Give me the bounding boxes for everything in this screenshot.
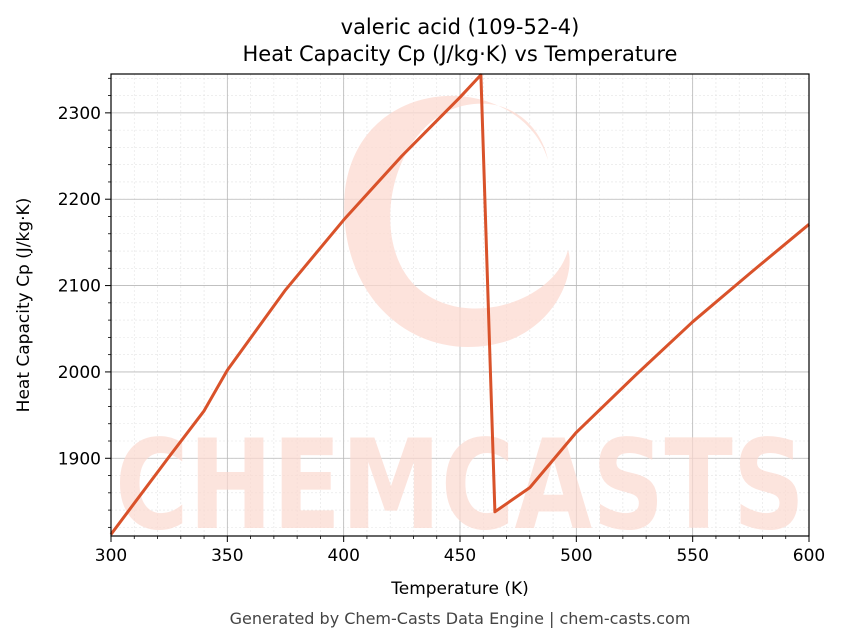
y-tick-label: 2100 (58, 277, 101, 297)
x-axis-label: Temperature (K) (390, 579, 529, 599)
x-axis: 300 350 400 450 500 550 600 (95, 536, 825, 566)
y-tick-label: 1900 (58, 449, 101, 469)
y-axis: 1900 2000 2100 2200 2300 (58, 77, 111, 528)
x-tick-label: 350 (211, 546, 243, 566)
y-axis-label: Heat Capacity Cp (J/kg·K) (14, 198, 34, 413)
chart-title-group: valeric acid (109-52-4) Heat Capacity Cp… (243, 15, 678, 66)
footer-credit: Generated by Chem-Casts Data Engine | ch… (230, 609, 691, 628)
watermark-text: CHEMCASTS (115, 414, 805, 558)
x-tick-label: 300 (95, 546, 127, 566)
x-tick-label: 400 (327, 546, 359, 566)
y-tick-label: 2200 (58, 190, 101, 210)
chart-subtitle: Heat Capacity Cp (J/kg·K) vs Temperature (243, 42, 678, 66)
y-tick-label: 2000 (58, 363, 101, 383)
x-tick-label: 450 (444, 546, 476, 566)
series-line (109, 73, 810, 536)
chart-title: valeric acid (109-52-4) (341, 15, 580, 39)
y-tick-label: 2300 (58, 104, 101, 124)
x-tick-label: 600 (793, 546, 825, 566)
x-tick-label: 550 (676, 546, 708, 566)
x-tick-label: 500 (560, 546, 592, 566)
